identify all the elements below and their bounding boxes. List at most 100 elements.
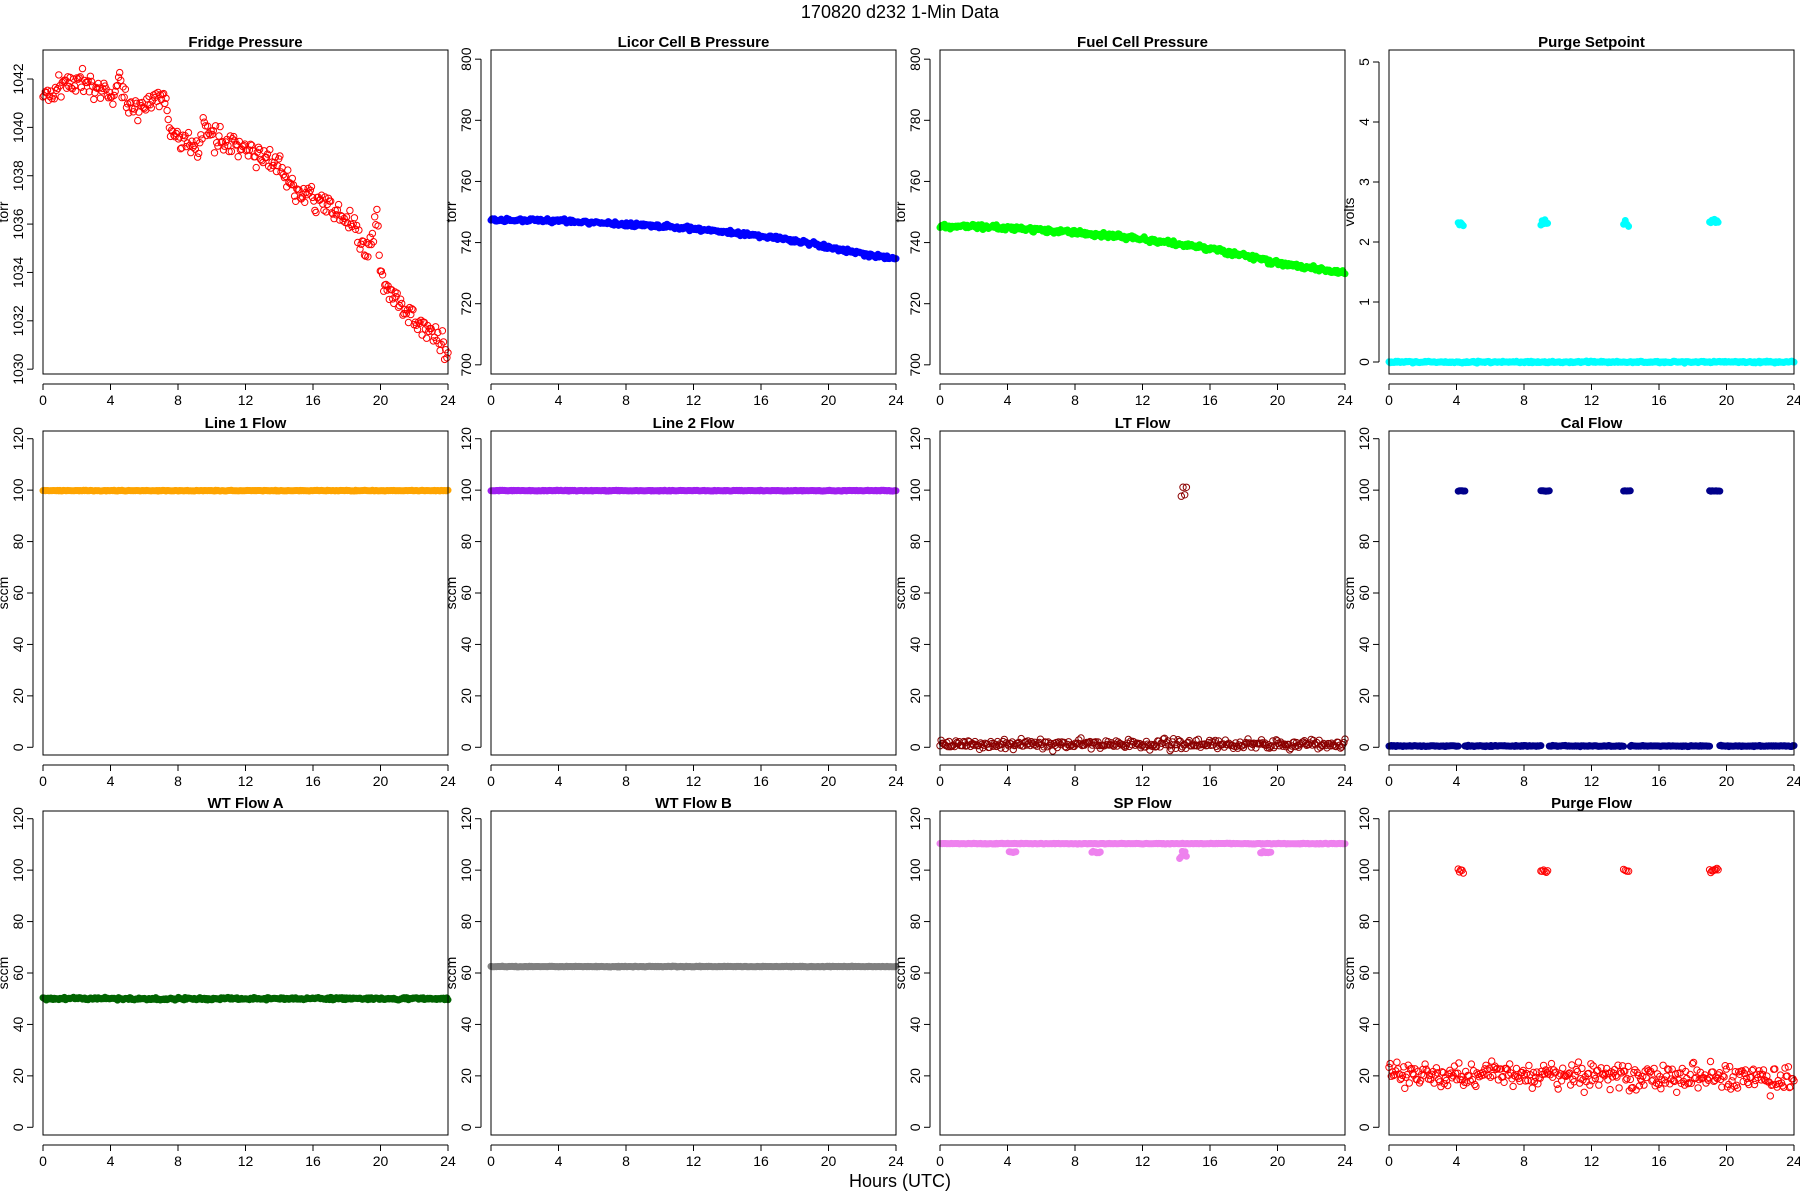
- data-point: [74, 75, 82, 83]
- data-point: [1759, 1066, 1768, 1074]
- y-tick-label: 120: [10, 427, 26, 451]
- y-tick-label: 40: [1356, 1016, 1372, 1032]
- panel-title: Licor Cell B Pressure: [618, 34, 770, 51]
- data-point: [262, 153, 271, 162]
- x-tick-label: 16: [1651, 392, 1667, 408]
- data-point: [1459, 222, 1467, 230]
- data-point: [195, 149, 203, 158]
- data-point: [1595, 1081, 1603, 1089]
- data-point: [373, 205, 381, 214]
- panel-title: Line 2 Flow: [653, 415, 735, 432]
- x-tick-label: 4: [1453, 773, 1461, 789]
- x-tick-label: 4: [1004, 773, 1012, 789]
- x-tick-label: 16: [1202, 1153, 1218, 1169]
- data-point: [415, 318, 423, 326]
- data-point: [351, 225, 360, 234]
- data-point: [334, 200, 343, 209]
- data-point: [83, 78, 91, 87]
- plot-frame: [939, 810, 1346, 1136]
- y-axis-label: sccm: [443, 957, 459, 990]
- x-tick-label: 12: [1584, 1153, 1600, 1169]
- data-point: [1580, 1088, 1588, 1097]
- y-tick-label: 120: [10, 807, 26, 831]
- x-tick-label: 0: [487, 392, 495, 408]
- data-point: [1461, 487, 1469, 495]
- y-tick-label: 100: [1356, 478, 1372, 502]
- x-tick-label: 8: [1071, 1153, 1079, 1169]
- x-tick-label: 4: [1004, 1153, 1012, 1169]
- x-tick-label: 24: [888, 773, 904, 789]
- data-point: [207, 127, 215, 135]
- x-tick-label: 12: [238, 392, 254, 408]
- data-point: [117, 76, 125, 85]
- data-point: [360, 251, 369, 259]
- data-point: [1401, 1084, 1409, 1093]
- y-tick-label: 1038: [10, 160, 26, 191]
- y-tick-label: 100: [458, 478, 474, 502]
- data-point: [393, 289, 401, 297]
- data-point: [274, 162, 282, 170]
- x-tick-label: 4: [107, 773, 115, 789]
- data-point: [155, 102, 163, 111]
- data-point: [90, 95, 98, 104]
- data-point: [352, 221, 361, 230]
- data-point: [81, 76, 89, 85]
- data-point: [280, 173, 289, 182]
- y-tick-label: 100: [907, 858, 923, 882]
- data-point: [354, 238, 362, 247]
- x-tick-label: 20: [373, 773, 389, 789]
- y-tick-label: 40: [907, 1016, 923, 1032]
- data-point: [1182, 852, 1190, 860]
- x-tick-label: 24: [1337, 392, 1353, 408]
- data-point: [263, 150, 272, 158]
- x-tick-label: 16: [753, 392, 769, 408]
- x-tick-label: 0: [39, 392, 47, 408]
- x-tick-label: 20: [1270, 392, 1286, 408]
- y-tick-label: 40: [458, 636, 474, 652]
- data-point: [1405, 1079, 1414, 1087]
- y-tick-label: 1030: [10, 353, 26, 384]
- y-tick-label: 100: [10, 478, 26, 502]
- panel-title: Purge Setpoint: [1538, 34, 1645, 51]
- data-point: [85, 88, 94, 96]
- plot-frame: [939, 49, 1346, 375]
- data-point: [1626, 487, 1634, 495]
- data-point: [234, 153, 242, 161]
- data-point: [92, 83, 100, 92]
- data-point: [343, 219, 352, 227]
- data-point: [162, 94, 170, 103]
- data-point: [161, 99, 169, 108]
- data-point: [204, 122, 212, 130]
- data-point: [208, 130, 216, 139]
- data-point: [366, 233, 374, 242]
- data-point: [1528, 1084, 1537, 1092]
- y-tick-label: 0: [1356, 743, 1372, 751]
- x-tick-label: 4: [1453, 1153, 1461, 1169]
- x-tick-label: 24: [1786, 773, 1800, 789]
- data-point: [338, 212, 346, 221]
- y-tick-label: 700: [458, 353, 474, 377]
- x-tick-label: 24: [1337, 1153, 1353, 1169]
- y-tick-label: 4: [1356, 118, 1372, 126]
- data-points: [39, 64, 452, 364]
- plot-frame: [1388, 430, 1795, 756]
- y-tick-label: 120: [907, 807, 923, 831]
- y-tick-label: 100: [10, 858, 26, 882]
- x-axis: 0 4 8 12 16 20 24: [487, 383, 904, 408]
- data-point: [72, 87, 80, 95]
- data-point: [215, 132, 223, 140]
- panel-title: Fridge Pressure: [188, 34, 302, 51]
- data-point: [429, 337, 437, 345]
- y-tick-label: 60: [907, 965, 923, 981]
- data-point: [99, 84, 107, 93]
- data-point: [211, 122, 220, 130]
- data-point: [369, 238, 378, 246]
- x-tick-label: 4: [1453, 392, 1461, 408]
- x-tick-label: 12: [1135, 392, 1151, 408]
- data-point: [312, 208, 320, 217]
- data-point: [160, 89, 168, 98]
